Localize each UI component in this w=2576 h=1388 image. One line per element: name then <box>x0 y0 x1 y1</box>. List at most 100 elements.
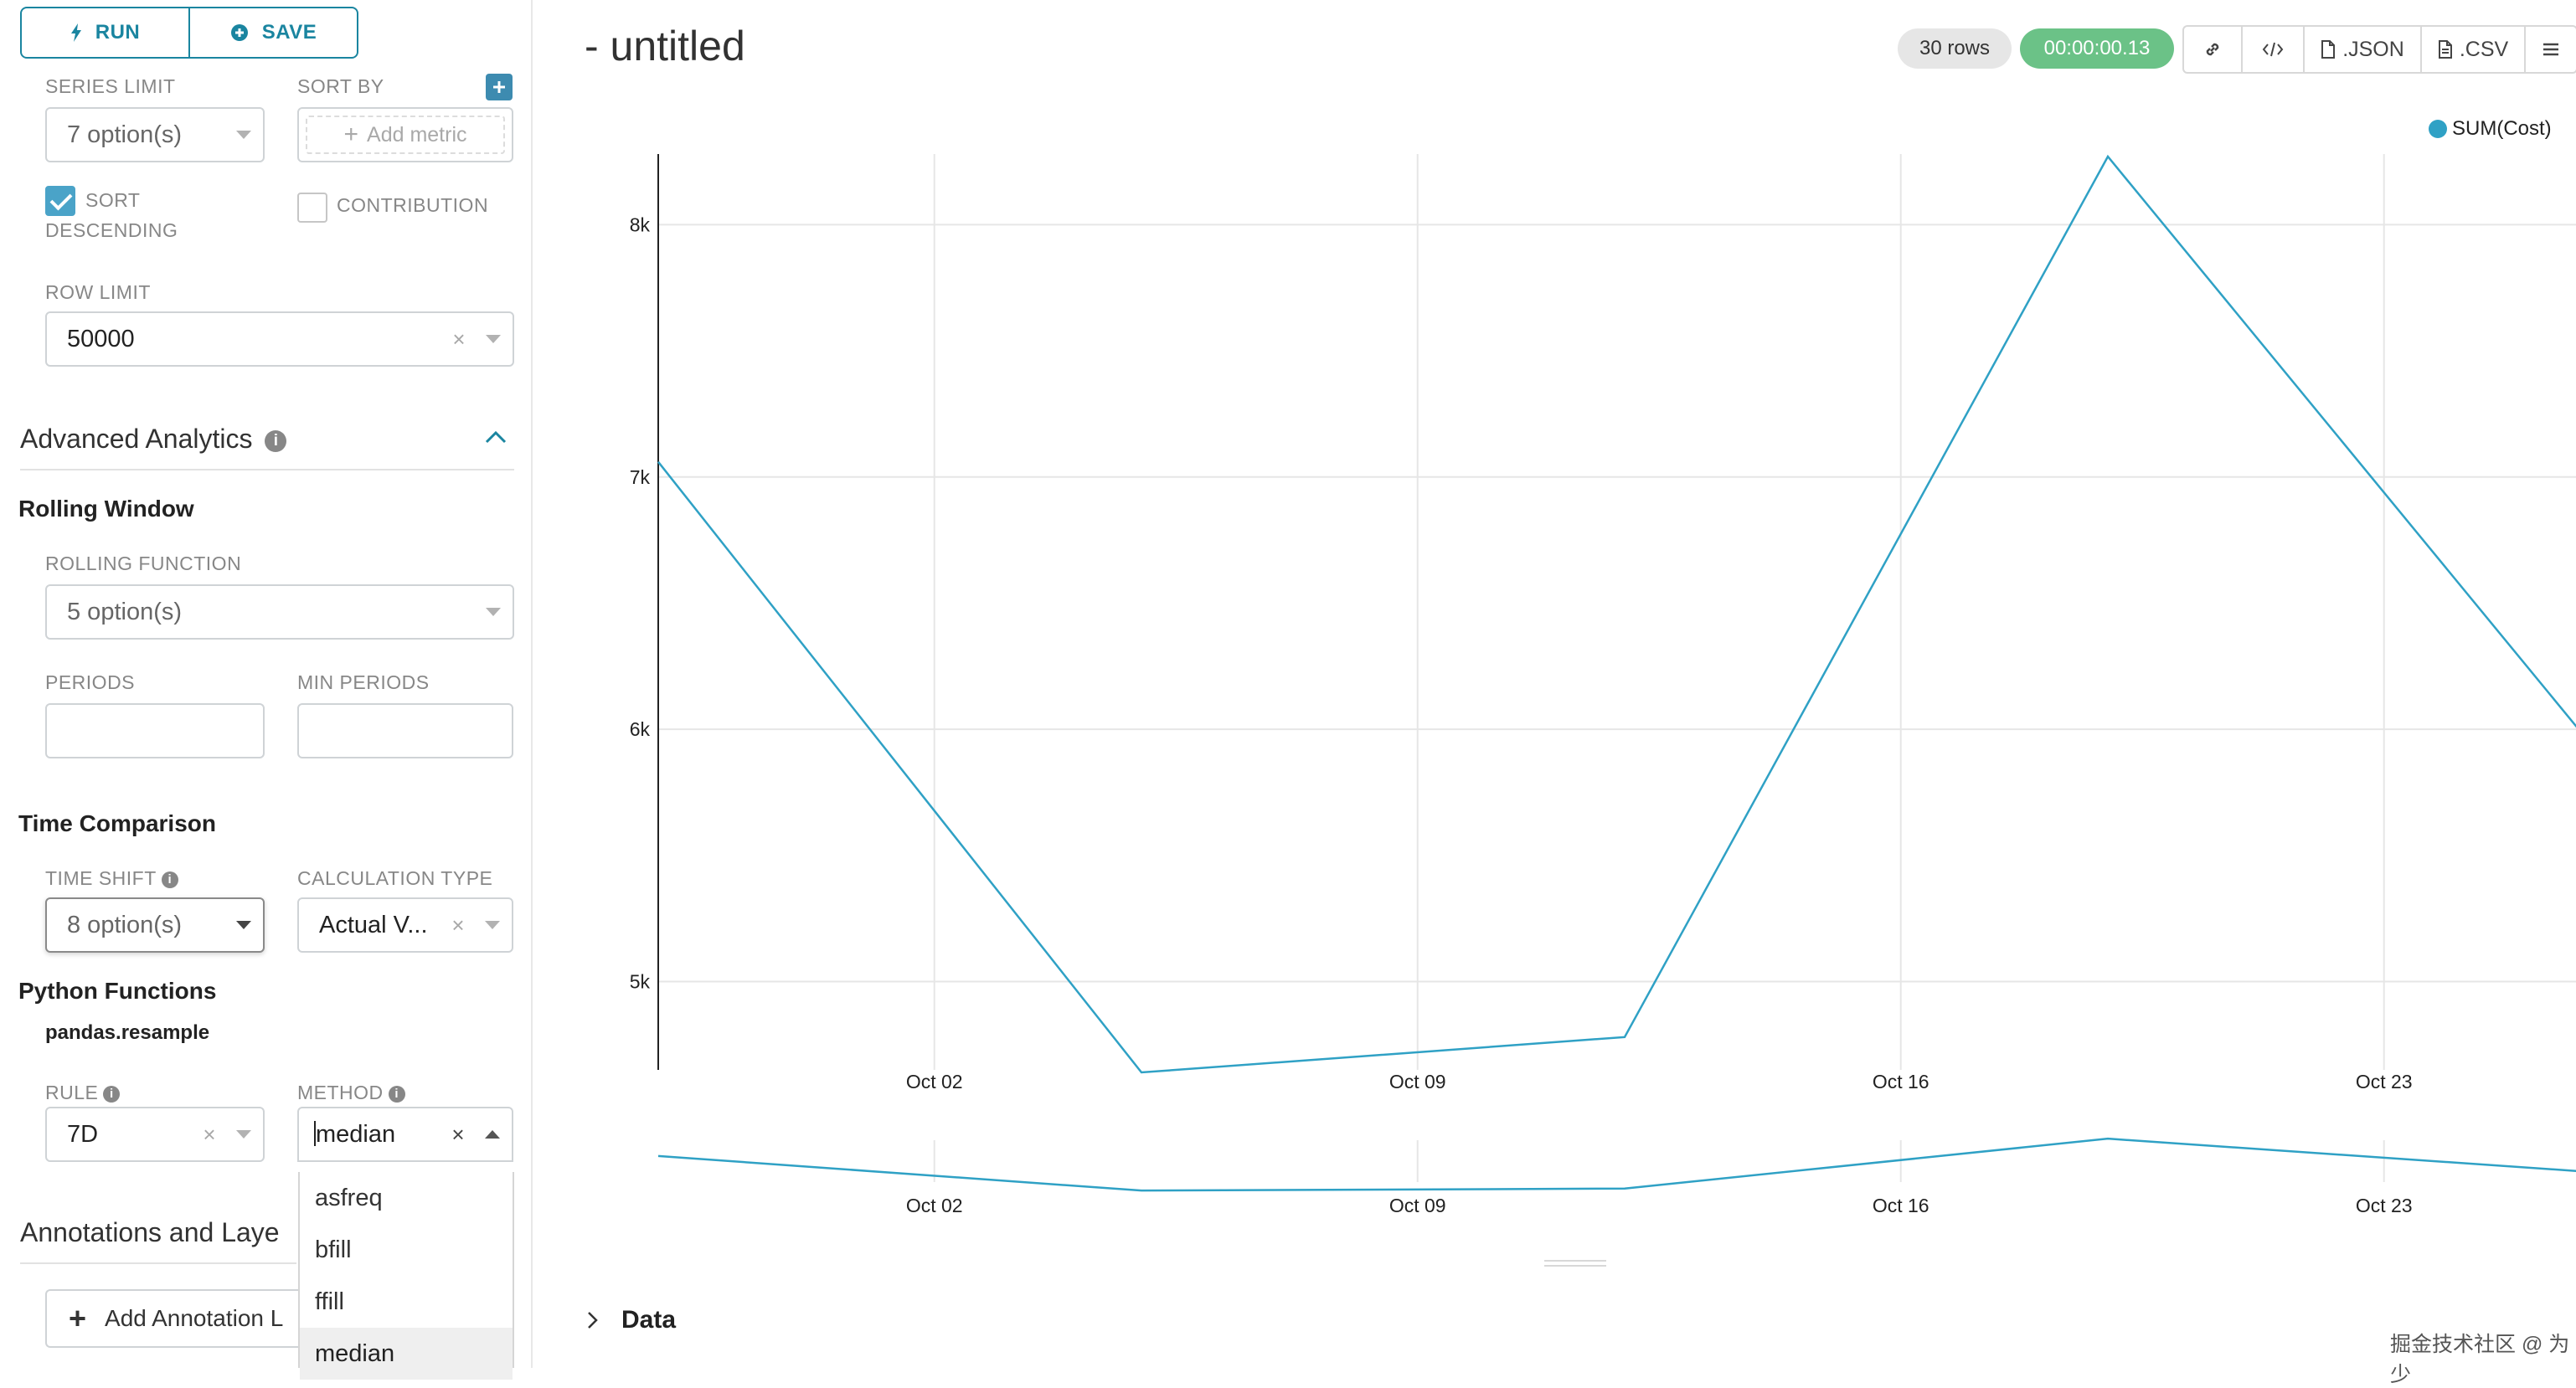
rolling-window-heading: Rolling Window <box>18 496 194 522</box>
plus-icon: + <box>69 1301 87 1335</box>
y-tick-label: 7k <box>630 466 651 488</box>
more-menu-button[interactable] <box>2524 25 2576 74</box>
time-shift-label-text: TIME SHIFT <box>45 867 157 889</box>
calculation-type-label: CALCULATION TYPE <box>297 867 493 889</box>
row-count-badge: 30 rows <box>1898 28 2012 69</box>
plus-circle-icon <box>230 23 249 42</box>
advanced-analytics-text: Advanced Analytics <box>20 424 253 454</box>
time-shift-select[interactable]: 8 option(s) <box>45 897 265 953</box>
x-tick-label: Oct 09 <box>1389 1071 1446 1092</box>
save-label: SAVE <box>261 21 317 44</box>
chart-title[interactable]: - untitled <box>585 23 745 69</box>
clear-icon[interactable]: × <box>451 1121 465 1147</box>
data-section-toggle[interactable]: Data <box>586 1306 676 1334</box>
series-line-sum-cost[interactable] <box>657 154 2576 1074</box>
chevron-up-icon[interactable] <box>484 429 507 450</box>
control-panel: RUN SAVE SERIES LIMIT SORT BY 7 option(s… <box>0 0 533 1380</box>
time-shift-value: 8 option(s) <box>67 911 183 938</box>
method-option[interactable]: ffill <box>315 1288 344 1315</box>
calculation-type-value: Actual V... <box>319 911 428 938</box>
periods-label: PERIODS <box>45 671 136 693</box>
chevron-right-icon <box>588 1312 598 1329</box>
sort-descending-label-1: SORT <box>85 189 141 211</box>
x-tick-label: Oct 02 <box>906 1071 963 1092</box>
method-label: METHOD i <box>297 1082 405 1104</box>
pandas-resample-label: pandas.resample <box>45 1021 210 1044</box>
x-tick-labels: Oct 02 Oct 09 Oct 16 Oct 23 <box>906 1071 2413 1092</box>
y-tick-label: 5k <box>630 971 651 993</box>
contribution-checkbox[interactable] <box>297 193 327 223</box>
rule-label: RULE i <box>45 1082 121 1104</box>
annotations-title[interactable]: Annotations and Laye <box>20 1217 280 1247</box>
csv-label: .CSV <box>2459 37 2509 61</box>
divider <box>20 1262 296 1264</box>
embed-code-button[interactable] <box>2241 25 2305 74</box>
json-label: .JSON <box>2342 37 2404 61</box>
clear-icon[interactable]: × <box>451 912 465 938</box>
save-button[interactable]: SAVE <box>188 8 357 57</box>
periods-input[interactable] <box>45 703 265 758</box>
sort-descending-checkbox[interactable] <box>45 186 75 216</box>
export-json-button[interactable]: .JSON <box>2303 25 2422 74</box>
plus-icon: + <box>343 121 359 148</box>
link-button[interactable] <box>2182 25 2243 74</box>
info-icon: i <box>161 871 178 888</box>
method-select[interactable]: median × <box>297 1107 513 1162</box>
add-annotation-label: Add Annotation L <box>105 1305 284 1331</box>
chart-actions: .JSON .CSV <box>2182 25 2576 74</box>
method-value-text: median <box>316 1120 396 1148</box>
x-tick-label: Oct 16 <box>1873 1071 1929 1092</box>
export-csv-button[interactable]: .CSV <box>2420 25 2526 74</box>
x-tick-label: Oct 23 <box>2356 1071 2413 1092</box>
calculation-type-select[interactable]: Actual V... × <box>297 897 513 953</box>
rule-value: 7D <box>67 1120 99 1148</box>
row-limit-select[interactable]: 50000 × <box>45 311 514 367</box>
method-option[interactable]: bfill <box>315 1236 352 1263</box>
rule-label-text: RULE <box>45 1082 99 1103</box>
sort-by-field[interactable]: + Add metric <box>297 107 513 162</box>
series-limit-value: 7 option(s) <box>67 121 183 148</box>
clear-icon[interactable]: × <box>203 1121 216 1147</box>
overview-x-tick-label: Oct 16 <box>1873 1195 1929 1216</box>
overview-x-tick-labels: Oct 02 Oct 09 Oct 16 Oct 23 <box>906 1195 2413 1216</box>
x-gridlines <box>933 154 2385 1182</box>
overview-x-tick-label: Oct 23 <box>2356 1195 2413 1216</box>
python-functions-heading: Python Functions <box>18 978 217 1004</box>
chart-legend[interactable]: SUM(Cost) <box>2429 117 2552 141</box>
rule-select[interactable]: 7D × <box>45 1107 265 1162</box>
code-icon <box>2262 42 2284 57</box>
add-sort-button[interactable] <box>486 74 513 100</box>
info-icon: i <box>103 1086 121 1103</box>
sort-descending-label-2: DESCENDING <box>45 219 178 241</box>
add-metric-placeholder[interactable]: + Add metric <box>306 116 505 154</box>
time-shift-label: TIME SHIFT i <box>45 867 178 890</box>
legend-dot <box>2429 120 2447 138</box>
advanced-analytics-title[interactable]: Advanced Analytics i <box>20 424 287 455</box>
query-timer-badge: 00:00:00.13 <box>2020 28 2174 69</box>
plus-icon <box>493 81 505 93</box>
overview-chart[interactable]: Oct 02 Oct 09 Oct 16 Oct 23 <box>657 1137 2576 1216</box>
run-button[interactable]: RUN <box>22 8 188 57</box>
data-label: Data <box>621 1306 677 1334</box>
time-comparison-heading: Time Comparison <box>18 810 216 836</box>
info-icon: i <box>388 1086 405 1103</box>
min-periods-label: MIN PERIODS <box>297 671 430 693</box>
clear-icon[interactable]: × <box>452 326 466 352</box>
add-annotation-layer-button[interactable]: + Add Annotation L <box>45 1289 298 1348</box>
series-limit-select[interactable]: 7 option(s) <box>45 107 265 162</box>
sort-by-label: SORT BY <box>297 75 384 97</box>
y-tick-labels: 5k 6k 7k 8k <box>630 213 651 992</box>
row-limit-label: ROW LIMIT <box>45 281 151 303</box>
overview-series-line <box>657 1137 2576 1192</box>
resize-handle[interactable] <box>1544 1260 1606 1267</box>
method-option[interactable]: asfreq <box>315 1184 383 1211</box>
add-metric-text: Add metric <box>367 122 467 147</box>
y-tick-label: 6k <box>630 718 651 740</box>
overview-x-tick-label: Oct 09 <box>1389 1195 1446 1216</box>
min-periods-input[interactable] <box>297 703 513 758</box>
overview-x-tick-label: Oct 02 <box>906 1195 963 1216</box>
legend-label: SUM(Cost) <box>2452 117 2552 140</box>
method-value[interactable]: median <box>314 1120 443 1149</box>
rolling-function-select[interactable]: 5 option(s) <box>45 584 514 640</box>
